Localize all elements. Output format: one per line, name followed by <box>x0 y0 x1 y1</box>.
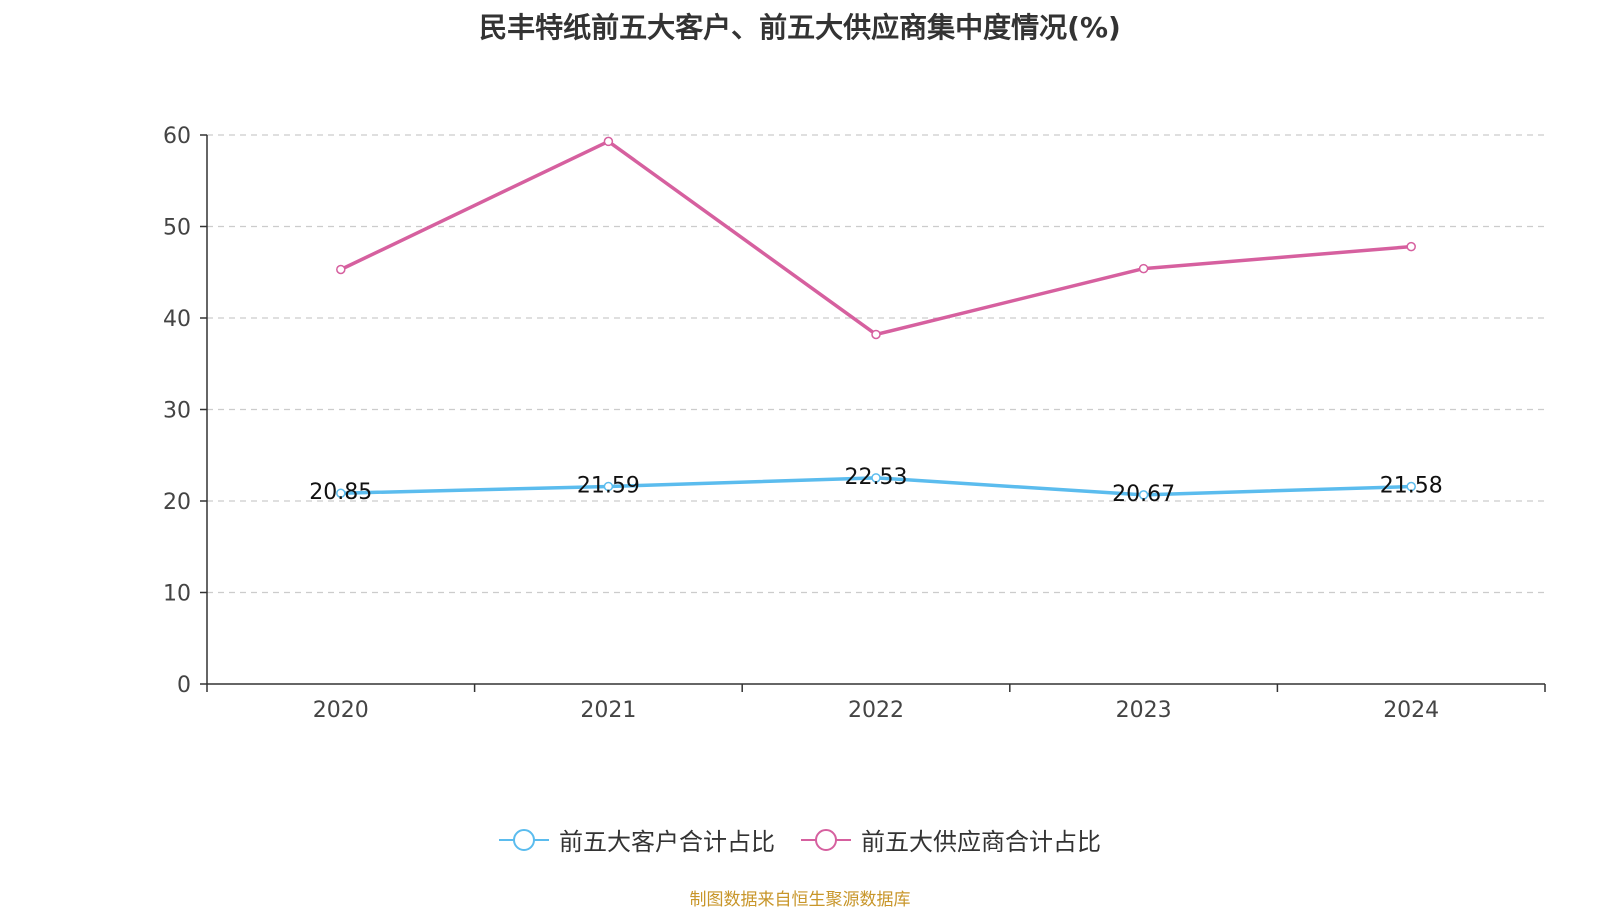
source-note: 制图数据来自恒生聚源数据库 <box>689 890 911 910</box>
legend-item-suppliers[interactable]: 前五大供应商合计占比 <box>801 822 1101 857</box>
legend-item-customers[interactable]: 前五大客户合计占比 <box>499 822 775 857</box>
y-tick-label: 50 <box>163 216 191 241</box>
legend-marker-customers <box>499 828 549 851</box>
x-tick-label: 2022 <box>848 698 904 723</box>
grid-lines <box>207 134 1545 594</box>
y-tick-label: 10 <box>163 582 191 607</box>
data-point <box>1138 263 1149 274</box>
legend-label-suppliers: 前五大供应商合计占比 <box>861 828 1101 856</box>
series-line <box>339 139 1413 337</box>
data-point <box>871 329 881 340</box>
data-label: 20.67 <box>1112 482 1175 507</box>
data-label: 20.85 <box>309 480 372 505</box>
data-point <box>1406 241 1416 252</box>
x-tick-label: 2024 <box>1383 698 1439 723</box>
data-point <box>603 481 614 492</box>
legend-label-customers: 前五大客户合计占比 <box>559 828 775 856</box>
chart-title: 民丰特纸前五大客户、前五大供应商集中度情况(%) <box>479 11 1121 44</box>
data-point <box>871 473 881 483</box>
data-point <box>336 264 346 275</box>
axes: 0 10 20 30 40 50 60 2020 2021 2022 2023 2024 <box>163 124 1546 723</box>
y-tick-label: 20 <box>163 490 191 515</box>
legend: 前五大客户合计占比 前五大供应商合计占比 <box>0 822 1600 857</box>
data-point <box>603 136 614 147</box>
y-tick-label: 60 <box>163 124 191 149</box>
data-label: 21.58 <box>1380 474 1443 499</box>
data-point <box>336 488 346 498</box>
data-label: 22.53 <box>845 465 908 490</box>
x-tick-label: 2021 <box>580 698 636 723</box>
series-lines <box>336 136 1416 500</box>
x-tick-label: 2023 <box>1116 698 1172 723</box>
y-tick-label: 40 <box>163 307 191 332</box>
data-point <box>1138 490 1149 500</box>
legend-marker-suppliers <box>801 828 851 851</box>
y-tick-label: 30 <box>163 399 191 424</box>
data-labels: 20.85 21.59 22.53 20.67 21.58 <box>309 465 1442 507</box>
data-point <box>1406 481 1416 492</box>
y-tick-label: 0 <box>177 673 191 698</box>
data-label: 21.59 <box>577 473 640 498</box>
x-tick-label: 2020 <box>313 698 369 723</box>
